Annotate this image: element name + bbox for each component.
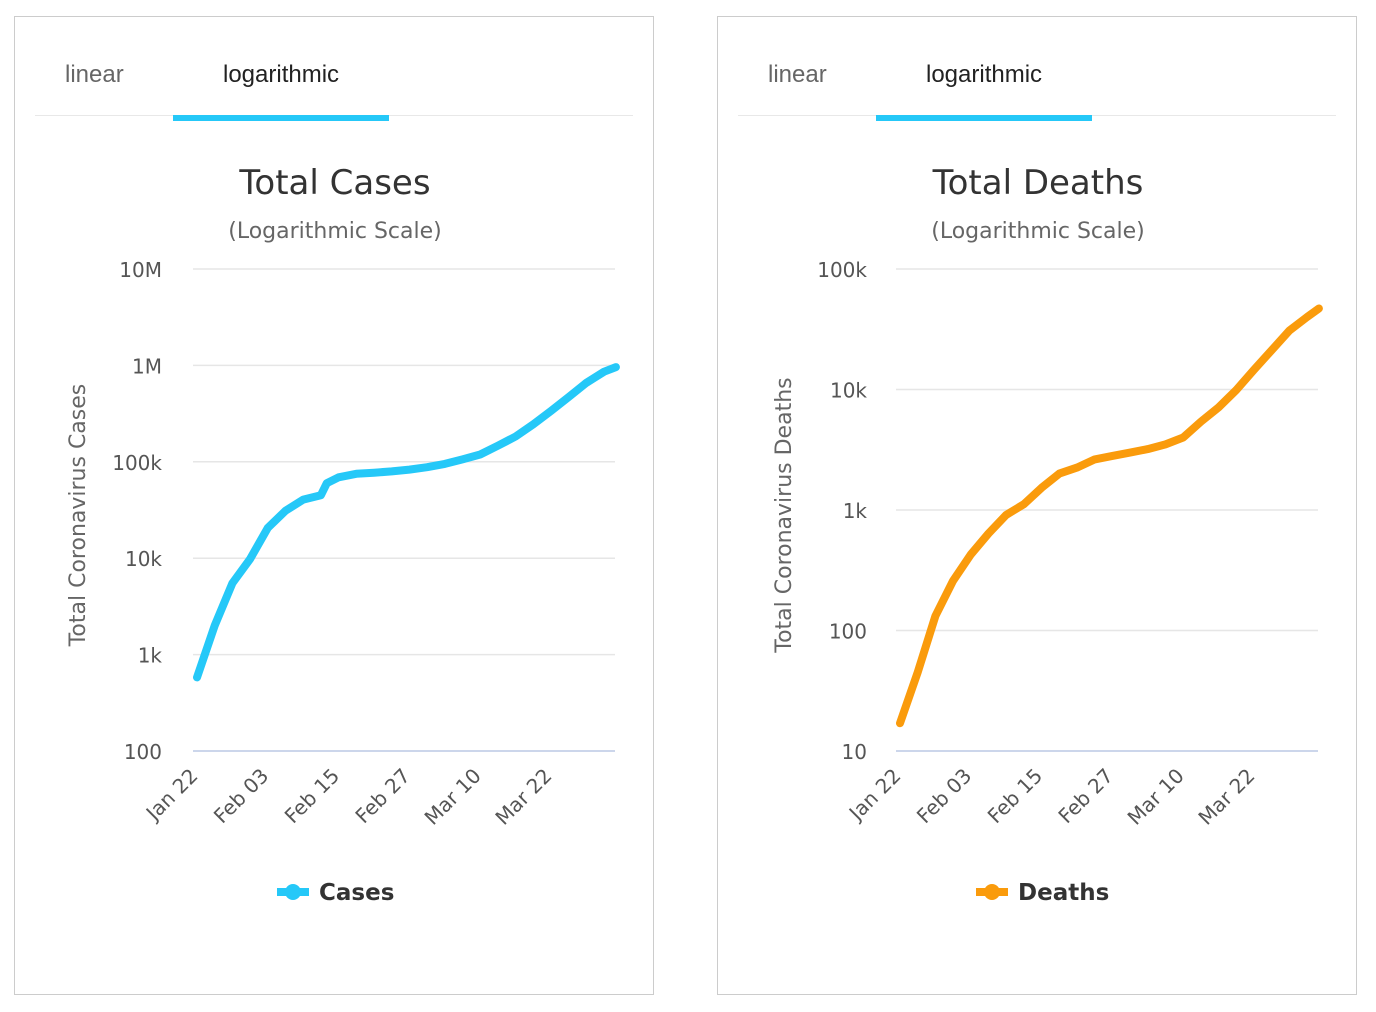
x-tick-label: Mar 22: [490, 764, 556, 830]
series-line-cases: [193, 363, 620, 682]
x-tick-label: Feb 03: [912, 764, 977, 829]
y-tick-label: 10: [842, 740, 867, 764]
series-line-deaths: [896, 304, 1323, 728]
cases-chart: Total Cases (Logarithmic Scale) Total Coro…: [66, 163, 620, 906]
legend-marker-icon: [285, 884, 301, 900]
active-tab-indicator: [876, 115, 1092, 121]
y-tick-label: 10k: [830, 379, 867, 403]
deaths-chart: Total Deaths (Logarithmic Scale) Total Cor…: [772, 163, 1323, 906]
legend-marker-icon: [984, 884, 1000, 900]
chart-title: Total Cases: [238, 163, 430, 203]
x-tick-label: Feb 03: [209, 764, 274, 829]
x-tick-label: Mar 10: [420, 764, 486, 830]
y-axis-label: Total Coronavirus Deaths: [772, 377, 797, 653]
legend-item[interactable]: Deaths: [1018, 880, 1109, 906]
y-axis-label: Total Coronavirus Cases: [66, 384, 91, 648]
chart-subtitle: (Logarithmic Scale): [228, 219, 442, 244]
y-tick-label: 1k: [843, 499, 868, 523]
y-tick-label: 100: [124, 740, 162, 764]
tab-linear[interactable]: linear: [768, 61, 827, 88]
x-tick-label: Mar 22: [1193, 764, 1259, 830]
deaths-chart-panel: linear logarithmic Total Deaths (Logarith…: [717, 16, 1357, 995]
legend-item[interactable]: Cases: [319, 880, 394, 906]
y-tick-label: 1k: [138, 644, 163, 668]
y-tick-label: 100k: [817, 258, 867, 282]
x-tick-label: Mar 10: [1123, 764, 1189, 830]
y-tick-label: 1M: [132, 354, 162, 378]
tab-linear[interactable]: linear: [65, 61, 124, 88]
y-tick-label: 100k: [112, 451, 162, 475]
y-tick-label: 10M: [119, 258, 162, 282]
active-tab-indicator: [173, 115, 389, 121]
x-tick-label: Feb 15: [983, 764, 1048, 829]
x-tick-label: Feb 15: [280, 764, 345, 829]
chart-subtitle: (Logarithmic Scale): [931, 219, 1145, 244]
x-tick-label: Jan 22: [140, 764, 203, 827]
y-tick-label: 10k: [125, 547, 162, 571]
x-tick-label: Jan 22: [843, 764, 906, 827]
tab-logarithmic[interactable]: logarithmic: [926, 61, 1043, 88]
y-tick-label: 100: [829, 620, 867, 644]
chart-title: Total Deaths: [932, 163, 1144, 203]
tab-logarithmic[interactable]: logarithmic: [223, 61, 340, 88]
x-tick-label: Feb 27: [1053, 764, 1118, 829]
x-tick-label: Feb 27: [350, 764, 415, 829]
cases-chart-panel: linear logarithmic Total Cases (Logarithm…: [14, 16, 654, 995]
